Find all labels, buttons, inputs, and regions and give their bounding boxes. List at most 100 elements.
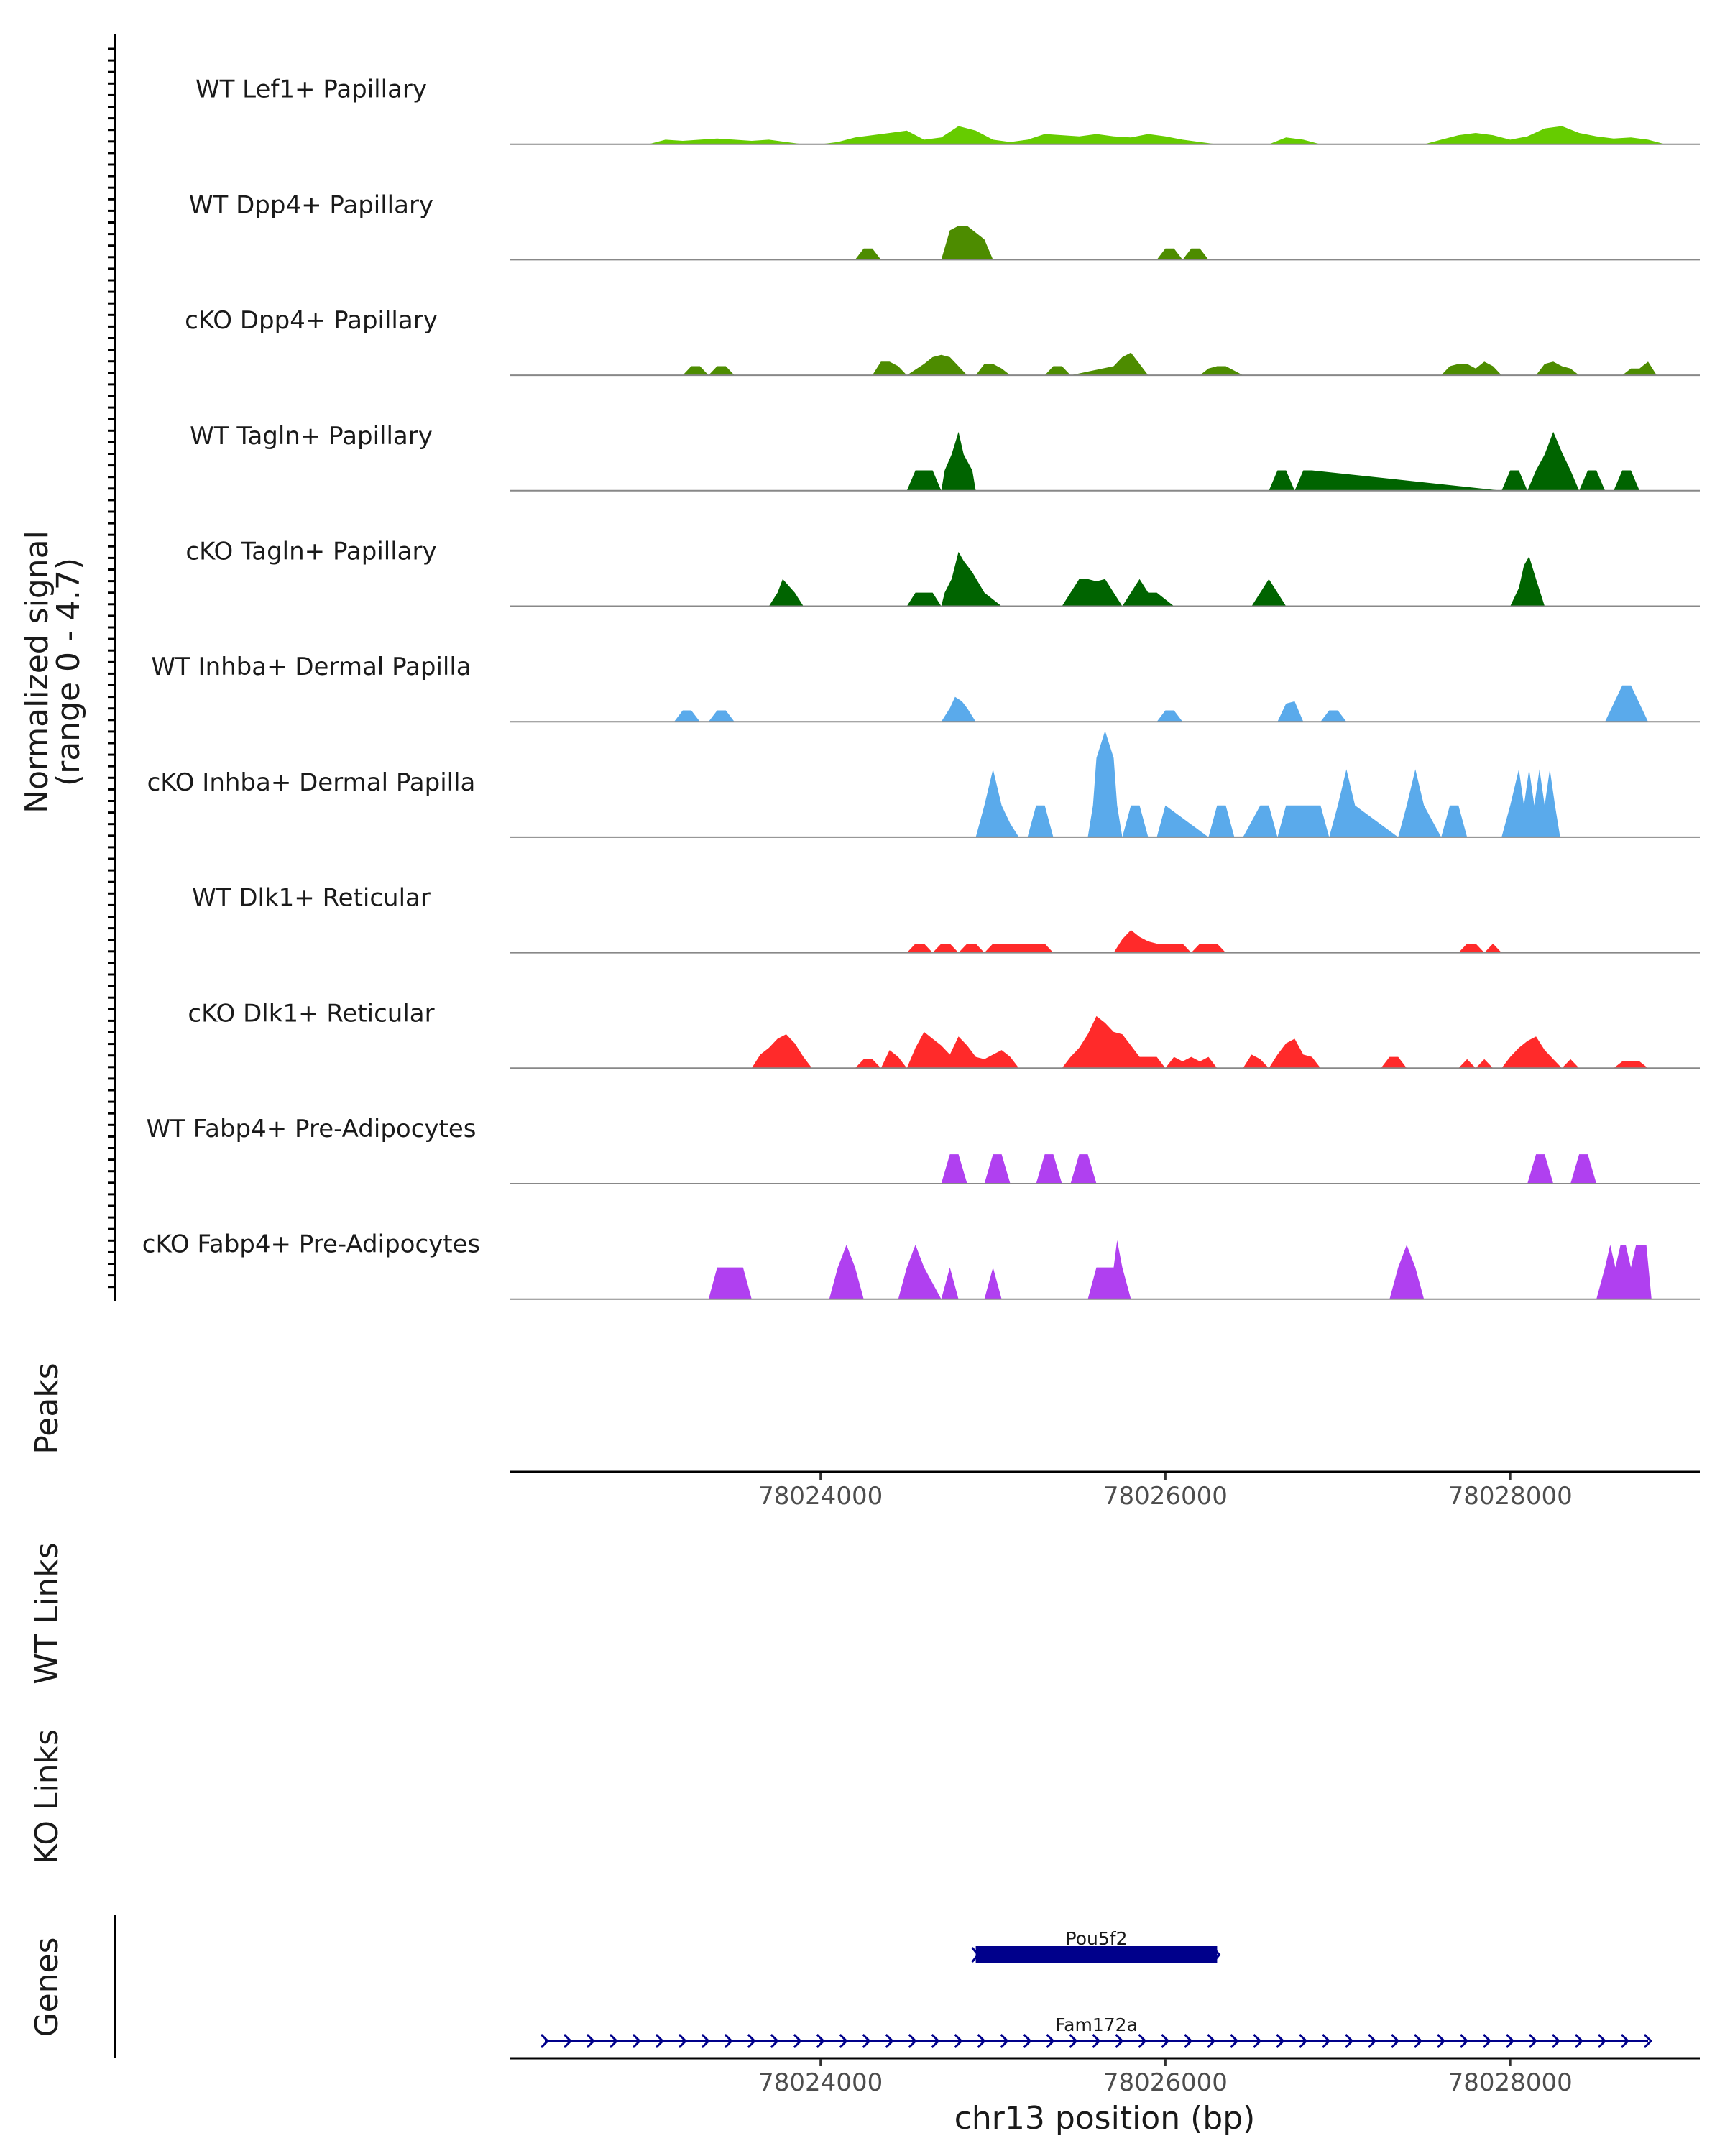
strand-arrow bbox=[1276, 2033, 1285, 2049]
strand-arrow bbox=[1483, 2033, 1492, 2049]
strand-arrow bbox=[885, 2033, 894, 2049]
coverage-area bbox=[906, 431, 1640, 491]
coverage-area bbox=[682, 352, 1657, 376]
track-label: WT Dlk1+ Reticular bbox=[192, 884, 431, 913]
strand-arrow bbox=[839, 2033, 848, 2049]
genes-panel-label: Genes bbox=[29, 1937, 65, 2037]
strand-arrow bbox=[1253, 2033, 1262, 2049]
track-label: WT Tagln+ Papillary bbox=[190, 422, 433, 451]
strand-arrow bbox=[1207, 2033, 1216, 2049]
strand-arrow bbox=[1345, 2033, 1354, 2049]
strand-arrow bbox=[1046, 2033, 1055, 2049]
strand-arrow bbox=[770, 2033, 779, 2049]
strand-arrow bbox=[1643, 2033, 1653, 2049]
strand-arrow bbox=[655, 2033, 665, 2049]
strand-arrow bbox=[563, 2033, 573, 2049]
strand-arrow bbox=[931, 2033, 940, 2049]
strand-arrow bbox=[540, 2033, 550, 2049]
strand-arrow bbox=[1368, 2033, 1377, 2049]
strand-arrow bbox=[793, 2033, 802, 2049]
coverage-area bbox=[941, 1154, 1597, 1184]
strand-arrow bbox=[1391, 2033, 1400, 2049]
coverage-area bbox=[673, 685, 1648, 722]
track-label: WT Dpp4+ Papillary bbox=[189, 190, 433, 219]
strand-arrow bbox=[1138, 2033, 1147, 2049]
strand-arrow bbox=[1213, 1947, 1221, 1963]
strand-arrow bbox=[1184, 2033, 1193, 2049]
x-tick-label: 78024000 bbox=[758, 2068, 883, 2097]
strand-arrow bbox=[678, 2033, 688, 2049]
coverage-track: WT Dlk1+ Reticular bbox=[192, 884, 1700, 954]
coverage-track: cKO Fabp4+ Pre-Adipocytes bbox=[142, 1230, 1700, 1300]
track-label: cKO Inhba+ Dermal Papilla bbox=[147, 768, 476, 797]
strand-arrow bbox=[1115, 2033, 1124, 2049]
x-tick-label: 78026000 bbox=[1103, 2068, 1228, 2097]
strand-arrow bbox=[632, 2033, 642, 2049]
track-label: cKO Fabp4+ Pre-Adipocytes bbox=[142, 1230, 481, 1259]
coverage-track: cKO Inhba+ Dermal Papilla bbox=[147, 730, 1700, 838]
coverage-track: WT Inhba+ Dermal Papilla bbox=[151, 653, 1700, 723]
y-title-line2: (range 0 - 4.7) bbox=[50, 558, 87, 786]
wt-links-panel-label: WT Links bbox=[29, 1542, 65, 1684]
coverage-track: WT Fabp4+ Pre-Adipocytes bbox=[147, 1115, 1700, 1184]
coverage-tracks: WT Lef1+ Papillary WT Dpp4+ Papillary cKO … bbox=[142, 75, 1700, 1300]
gene-exon bbox=[975, 1946, 1218, 1963]
strand-arrow bbox=[1506, 2033, 1515, 2049]
signal-y-ticks bbox=[108, 47, 115, 1289]
x-axis-title: chr13 position (bp) bbox=[954, 2100, 1256, 2137]
x-tick-label: 78026000 bbox=[1103, 1482, 1228, 1511]
strand-arrow bbox=[977, 2033, 986, 2049]
strand-arrow bbox=[1161, 2033, 1170, 2049]
coverage-track: cKO Dlk1+ Reticular bbox=[188, 999, 1700, 1069]
peaks-x-ticks: 78024000 78026000 78028000 bbox=[758, 1473, 1573, 1511]
strand-arrow bbox=[1023, 2033, 1032, 2049]
strand-arrow bbox=[1322, 2033, 1331, 2049]
track-label: WT Fabp4+ Pre-Adipocytes bbox=[147, 1115, 477, 1143]
strand-arrow bbox=[1460, 2033, 1469, 2049]
coverage-area bbox=[906, 930, 1502, 953]
strand-arrow bbox=[1529, 2033, 1538, 2049]
track-label: WT Inhba+ Dermal Papilla bbox=[151, 653, 471, 681]
genes-x-ticks: 78024000 78026000 78028000 bbox=[758, 2059, 1573, 2097]
strand-arrow bbox=[1575, 2033, 1584, 2049]
strand-arrow bbox=[1230, 2033, 1239, 2049]
strand-arrow bbox=[1000, 2033, 1009, 2049]
coverage-area bbox=[708, 1240, 1652, 1299]
gene-name: Pou5f2 bbox=[1066, 1928, 1128, 1949]
ko-links-panel-label: KO Links bbox=[29, 1729, 65, 1864]
peaks-panel-label: Peaks bbox=[29, 1363, 65, 1454]
strand-arrow bbox=[1552, 2033, 1561, 2049]
coverage-area bbox=[975, 730, 1580, 837]
coverage-track: WT Tagln+ Papillary bbox=[190, 422, 1700, 492]
strand-arrow bbox=[1437, 2033, 1446, 2049]
track-label: cKO Tagln+ Papillary bbox=[185, 538, 436, 566]
gene-model: Fam172a bbox=[540, 2014, 1653, 2049]
gene-name: Fam172a bbox=[1055, 2014, 1138, 2035]
track-label: cKO Dpp4+ Papillary bbox=[185, 306, 438, 335]
coverage-track: cKO Tagln+ Papillary bbox=[185, 538, 1700, 607]
gene-annotations: Pou5f2 Fam172a bbox=[540, 1928, 1653, 2049]
strand-arrow bbox=[724, 2033, 733, 2049]
coverage-area bbox=[648, 126, 1665, 144]
strand-arrow bbox=[1621, 2033, 1630, 2049]
strand-arrow bbox=[701, 2033, 710, 2049]
strand-arrow bbox=[816, 2033, 825, 2049]
signal-y-title: Normalized signal (range 0 - 4.7) bbox=[19, 530, 87, 814]
strand-arrow bbox=[1414, 2033, 1423, 2049]
strand-arrow bbox=[908, 2033, 917, 2049]
strand-arrow bbox=[862, 2033, 871, 2049]
x-tick-label: 78028000 bbox=[1448, 2068, 1573, 2097]
gene-model: Pou5f2 bbox=[971, 1928, 1221, 1963]
strand-arrow bbox=[586, 2033, 596, 2049]
coverage-area bbox=[751, 1015, 1648, 1069]
strand-arrow bbox=[1598, 2033, 1607, 2049]
strand-arrow bbox=[954, 2033, 963, 2049]
coverage-area bbox=[768, 551, 1545, 607]
track-label: cKO Dlk1+ Reticular bbox=[188, 999, 434, 1028]
coverage-area bbox=[855, 226, 1218, 260]
strand-arrow bbox=[609, 2033, 619, 2049]
strand-arrow bbox=[747, 2033, 756, 2049]
strand-arrow bbox=[1299, 2033, 1308, 2049]
coverage-track: cKO Dpp4+ Papillary bbox=[185, 306, 1700, 377]
